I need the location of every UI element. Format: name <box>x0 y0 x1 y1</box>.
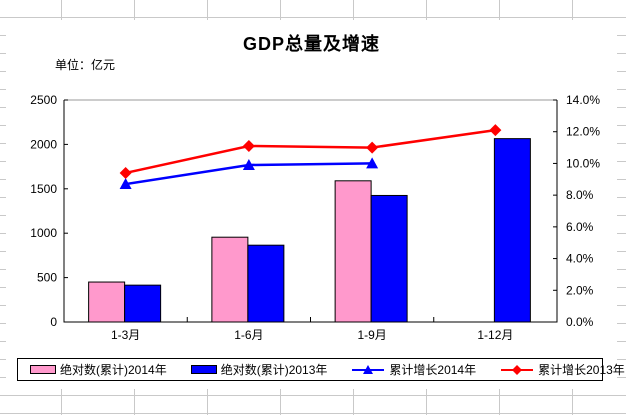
triangle-marker-2014-c1[interactable] <box>119 178 132 190</box>
legend-label-growth-2014: 累计增长2014年 <box>389 363 477 377</box>
bar-2014-c3[interactable] <box>334 180 372 323</box>
left-axis-tick-label: 2500 <box>30 93 57 107</box>
legend-swatch-line-2014-icon <box>351 364 385 376</box>
right-axis-tick-label: 10.0% <box>566 156 600 170</box>
left-axis-tick-label: 1000 <box>30 226 57 240</box>
diamond-marker-2013-c4[interactable] <box>489 124 502 137</box>
bar-2013-c1[interactable] <box>124 284 162 323</box>
triangle-marker-2014-c3[interactable] <box>366 157 379 169</box>
left-axis-tick-label: 1500 <box>30 182 57 196</box>
x-axis-category-label: 1-9月 <box>357 328 386 342</box>
legend-item-abs-2013[interactable]: 绝对数(累计)2013年 <box>190 361 328 378</box>
chart-legend: 绝对数(累计)2014年 绝对数(累计)2013年 累计增长2014年 累计增长… <box>17 358 625 381</box>
right-axis-tick-label: 6.0% <box>566 220 594 234</box>
unit-label: 单位：亿元 <box>55 58 116 72</box>
right-axis-tick-label: 4.0% <box>566 252 594 266</box>
legend-item-growth-2014[interactable]: 累计增长2014年 <box>351 361 476 378</box>
right-axis-tick-label: 14.0% <box>566 93 600 107</box>
diamond-marker-2013-c1[interactable] <box>119 166 132 179</box>
x-axis-category-label: 1-12月 <box>477 328 513 342</box>
legend-label-abs-2014: 绝对数(累计)2014年 <box>60 363 167 377</box>
triangle-marker-2014-c2[interactable] <box>242 159 255 171</box>
legend-item-growth-2013[interactable]: 累计增长2013年 <box>500 361 625 378</box>
right-axis-tick-label: 8.0% <box>566 188 594 202</box>
growth-line-2013[interactable] <box>125 128 496 175</box>
legend-item-abs-2014[interactable]: 绝对数(累计)2014年 <box>30 361 167 378</box>
x-axis-category-label: 1-6月 <box>234 328 263 342</box>
chart-title: GDP总量及增速 <box>242 34 380 54</box>
left-axis-tick-label: 2000 <box>30 137 57 151</box>
bar-2013-c4[interactable] <box>493 138 531 323</box>
legend-swatch-bar-2014-icon <box>30 365 56 374</box>
diamond-marker-2013-c3[interactable] <box>366 141 379 154</box>
x-axis-category-label: 1-3月 <box>111 328 140 342</box>
legend-label-abs-2013: 绝对数(累计)2013年 <box>220 363 328 377</box>
right-axis-tick-label: 2.0% <box>566 283 594 297</box>
legend-swatch-bar-2013-icon <box>190 365 217 374</box>
left-axis-tick-label: 0 <box>50 315 57 329</box>
bar-2013-c3[interactable] <box>370 194 408 323</box>
legend-swatch-line-2013-icon <box>500 364 534 376</box>
bar-2013-c2[interactable] <box>247 244 285 323</box>
right-axis-tick-label: 12.0% <box>566 125 600 139</box>
bar-2014-c2[interactable] <box>211 236 249 323</box>
right-axis-tick-label: 0.0% <box>566 315 594 329</box>
legend-label-growth-2013: 累计增长2013年 <box>538 363 625 377</box>
diamond-marker-2013-c2[interactable] <box>242 139 255 152</box>
bar-2014-c1[interactable] <box>88 281 126 323</box>
left-axis-tick-label: 500 <box>37 271 57 285</box>
